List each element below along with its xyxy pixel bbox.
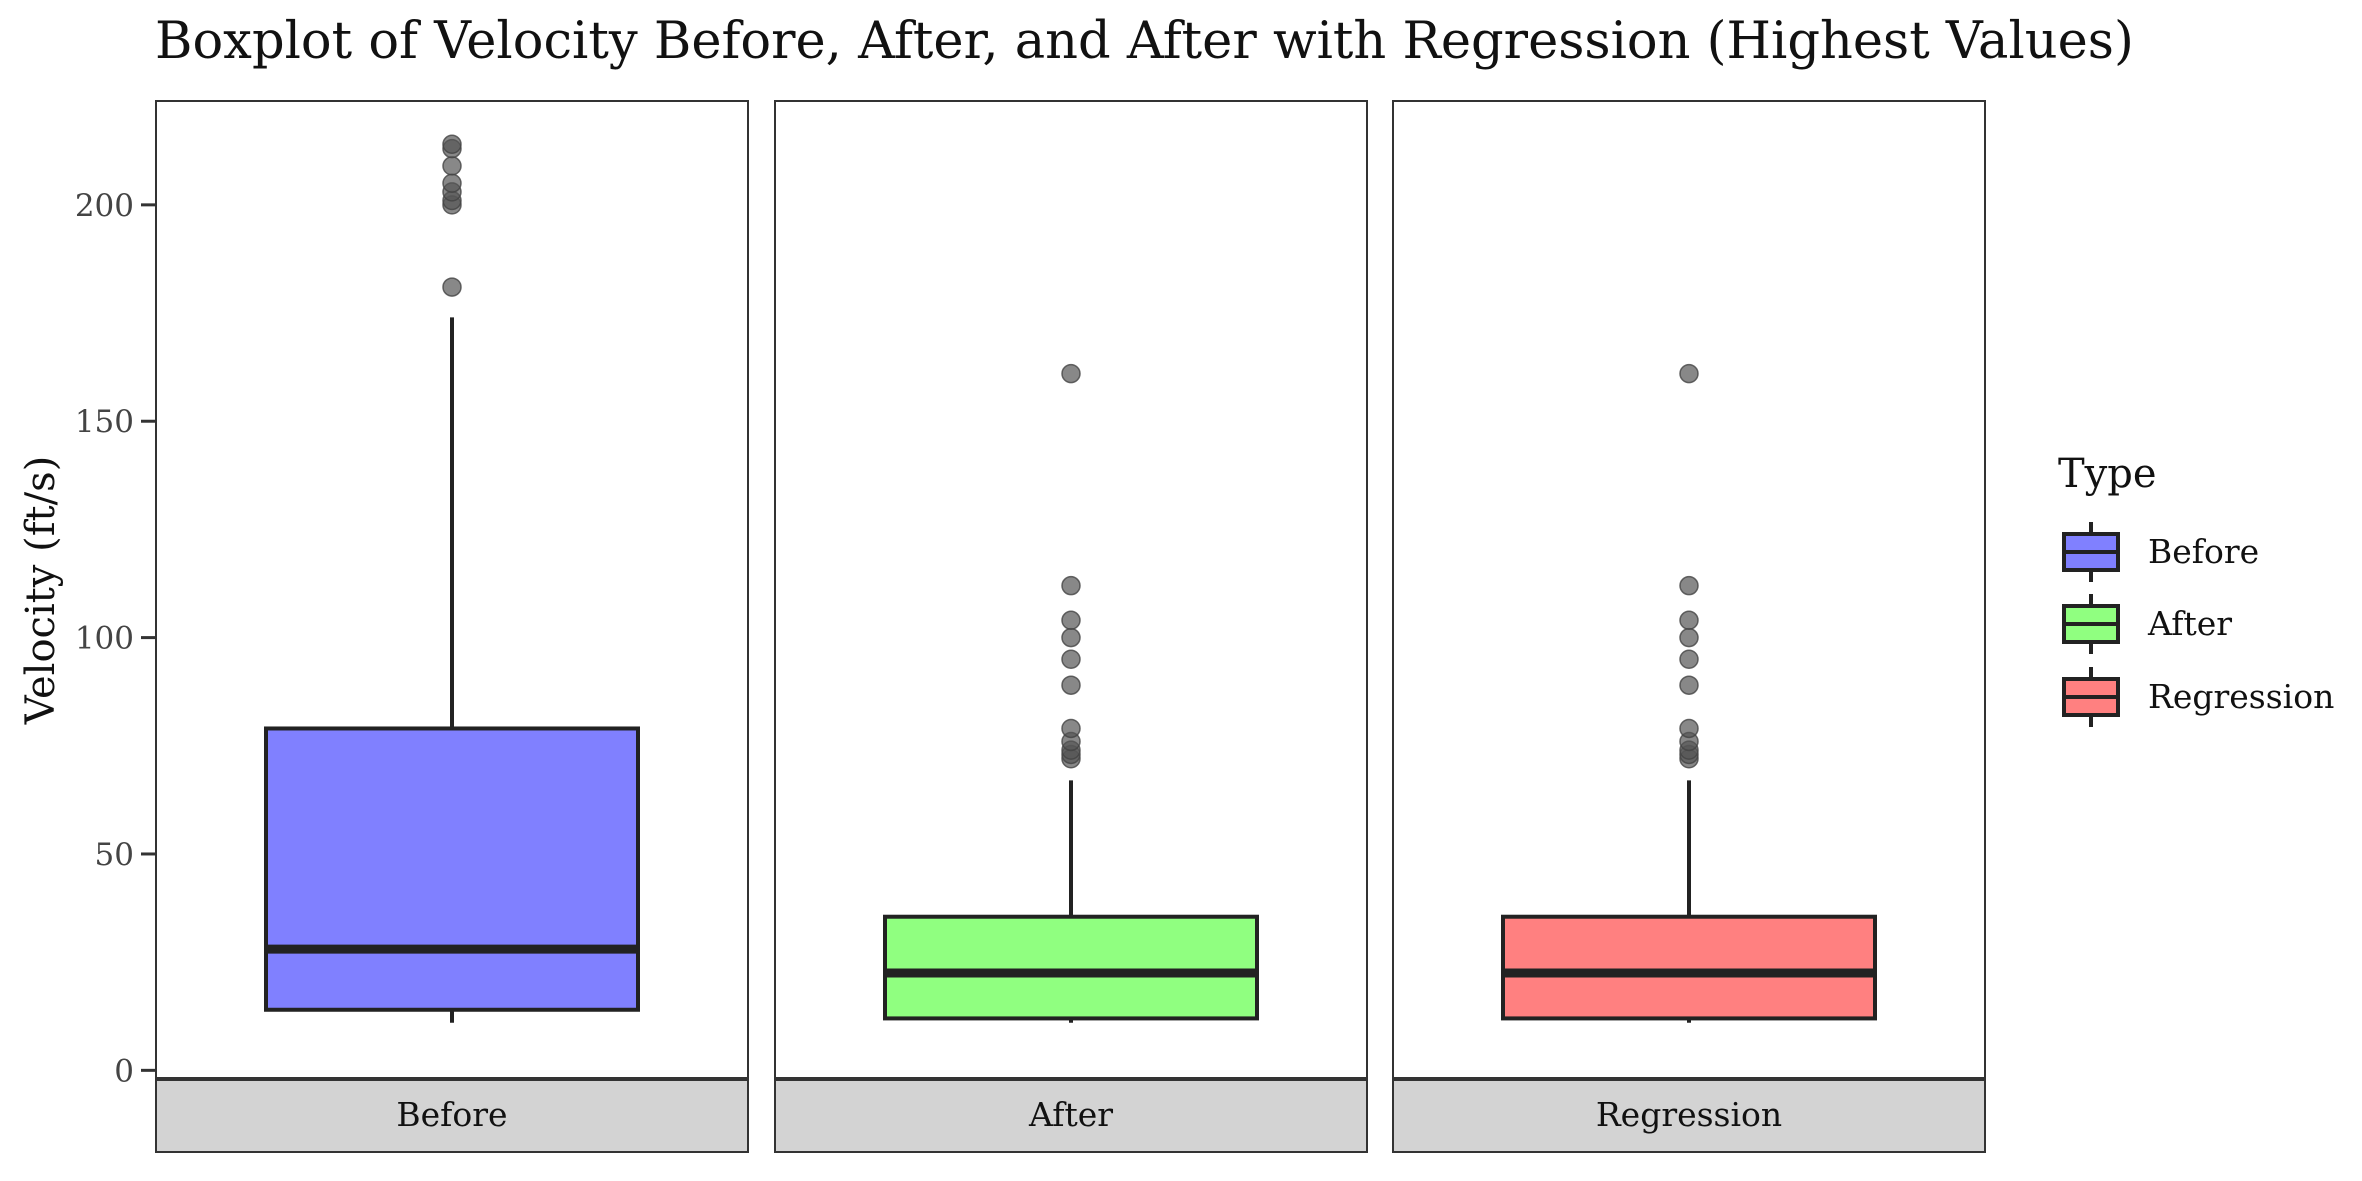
outlier-point [1061, 610, 1081, 631]
legend: Type Before After Regression [2058, 451, 2334, 727]
outlier-point [1679, 649, 1699, 669]
facet-panel-before: Before [155, 100, 749, 1153]
box-iqr [883, 914, 1259, 1021]
facet-strip [774, 1078, 1368, 1153]
facet-strip-label: After [1028, 1095, 1113, 1134]
outlier-point [442, 173, 462, 193]
facet-strip-label: Regression [1596, 1095, 1782, 1134]
outlier-point [1679, 627, 1699, 648]
outlier-point [442, 156, 462, 176]
legend-label: After [2147, 604, 2232, 643]
facet-strip [1392, 1078, 1986, 1153]
outlier-point [1679, 363, 1699, 384]
legend-item-after: After [2062, 594, 2232, 654]
legend-item-regression: Regression [2062, 667, 2334, 727]
chart-title: Boxplot of Velocity Before, After, and A… [155, 12, 2134, 71]
y-tick-label: 50 [95, 837, 134, 873]
outlier-point [1061, 363, 1081, 384]
legend-label: Regression [2148, 677, 2334, 716]
legend-title: Type [2058, 451, 2157, 497]
outlier-point [442, 134, 462, 155]
y-axis-label: Velocity (ft/s) [18, 456, 64, 725]
outlier-point [1061, 575, 1081, 596]
facet-panel-after: After [774, 100, 1368, 1153]
y-tick-label: 200 [75, 188, 134, 224]
outlier-point [1061, 675, 1081, 695]
box-iqr [264, 726, 640, 1012]
outlier-point [1679, 610, 1699, 631]
facet-strip-label: Before [396, 1095, 507, 1134]
legend-item-before: Before [2062, 522, 2259, 582]
outlier-point [1679, 675, 1699, 695]
outlier-point [1061, 718, 1081, 739]
y-tick-label: 150 [75, 404, 134, 440]
y-axis: 0 50 100 150 200 [75, 188, 156, 1089]
box-iqr [1501, 914, 1877, 1021]
legend-items: Before After Regression [2062, 522, 2334, 727]
outlier-point [442, 277, 462, 297]
outlier-point [1061, 627, 1081, 648]
outlier-point [1679, 718, 1699, 739]
facet-strip [155, 1078, 749, 1153]
y-tick-label: 0 [114, 1053, 134, 1089]
outlier-point [1679, 575, 1699, 596]
facet-panel-regression: Regression [1392, 100, 1986, 1153]
legend-label: Before [2148, 532, 2259, 571]
y-tick-label: 100 [75, 621, 134, 657]
outlier-point [1061, 649, 1081, 669]
facet-panels: Before After Regression [155, 100, 1986, 1153]
